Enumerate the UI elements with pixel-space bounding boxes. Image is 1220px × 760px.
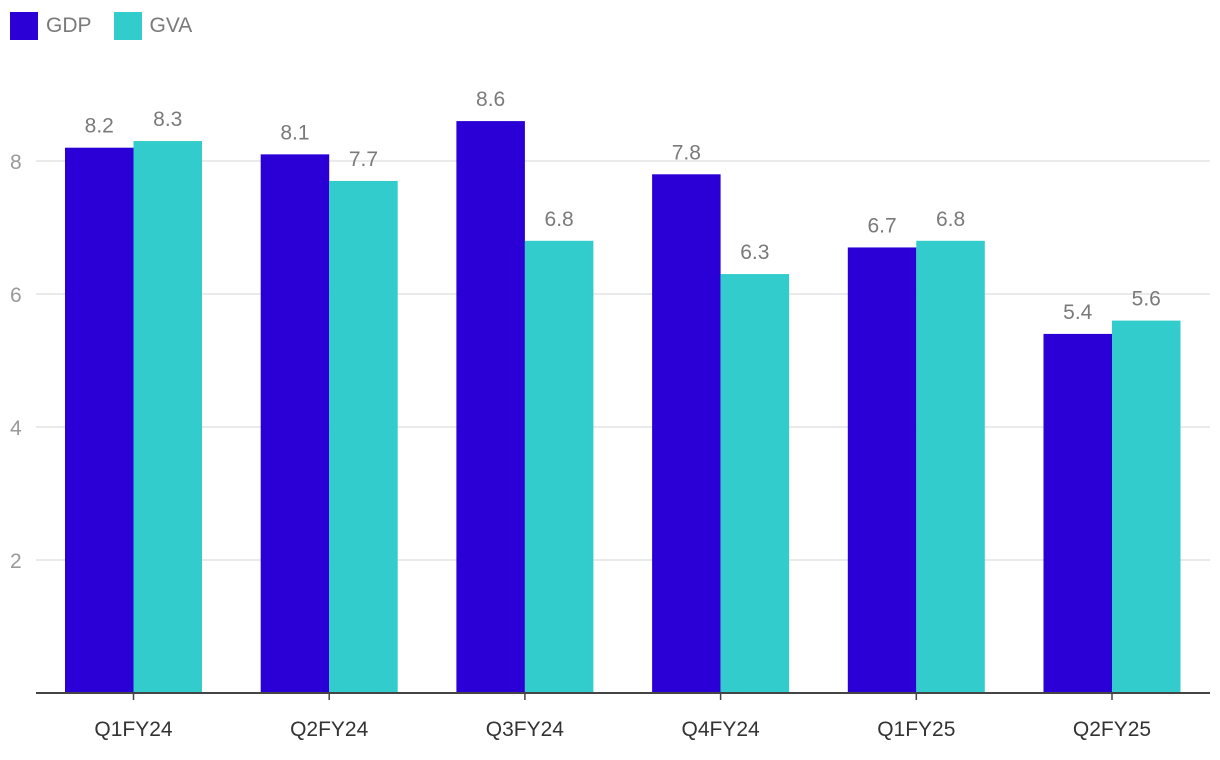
- x-tick-label-Q3FY24: Q3FY24: [486, 718, 565, 741]
- x-tick-label-Q4FY24: Q4FY24: [681, 718, 760, 741]
- legend-swatch-gdp: [10, 12, 38, 40]
- y-tick-label-2: 2: [10, 550, 22, 573]
- data-label-gdp-Q4FY24: 7.8: [672, 141, 701, 164]
- bar-gdp-Q2FY25: [1043, 333, 1112, 693]
- bar-gva-Q1FY25: [916, 240, 985, 694]
- bar-gva-Q3FY24: [524, 240, 594, 694]
- bars: [65, 121, 1181, 694]
- legend-item-gdp: GDP: [10, 12, 92, 40]
- bar-gdp-Q1FY25: [847, 247, 917, 693]
- legend-item-gva: GVA: [113, 12, 193, 40]
- y-tick-label-8: 8: [10, 151, 22, 174]
- legend-label-gva: GVA: [149, 14, 193, 37]
- bar-gva-Q2FY24: [329, 180, 398, 693]
- data-label-gva-Q1FY25: 6.8: [936, 208, 965, 231]
- bar-gva-Q2FY25: [1112, 320, 1181, 693]
- y-axis-tick-labels: 2 4 6 8: [10, 151, 22, 573]
- data-label-gva-Q1FY24: 8.3: [153, 108, 182, 131]
- bar-gdp-Q1FY24: [65, 147, 134, 693]
- legend-swatch-gva: [113, 12, 142, 40]
- data-label-gdp-Q1FY24: 8.2: [85, 115, 114, 138]
- bar-gdp-Q3FY24: [456, 121, 525, 694]
- x-tick-label-Q1FY24: Q1FY24: [94, 718, 173, 741]
- data-label-gva-Q3FY24: 6.8: [545, 208, 574, 231]
- bar-gva-Q1FY24: [133, 141, 202, 694]
- data-label-gdp-Q2FY24: 8.1: [280, 121, 309, 144]
- legend-label-gdp: GDP: [46, 14, 92, 37]
- x-tick-label-Q2FY25: Q2FY25: [1073, 718, 1151, 741]
- gridlines: [36, 160, 1210, 561]
- data-label-gdp-Q2FY25: 5.4: [1063, 301, 1093, 324]
- bar-gdp-Q4FY24: [652, 174, 721, 694]
- data-label-gva-Q4FY24: 6.3: [740, 241, 769, 264]
- data-label-gva-Q2FY24: 7.7: [349, 148, 378, 171]
- data-labels: 8.2 8.3 8.1 7.7 8.6 6.8 7.8 6.3 6.7 6.8 5.4 5.6: [85, 88, 1161, 324]
- x-tick-label-Q2FY24: Q2FY24: [290, 718, 369, 741]
- data-label-gva-Q2FY25: 5.6: [1132, 288, 1161, 311]
- bar-gva-Q4FY24: [720, 274, 790, 693]
- bar-gdp-Q2FY24: [260, 154, 330, 694]
- legend: GDP GVA: [10, 12, 192, 40]
- x-tick-label-Q1FY25: Q1FY25: [877, 718, 955, 741]
- data-label-gdp-Q1FY25: 6.7: [867, 214, 896, 237]
- data-label-gdp-Q3FY24: 8.6: [476, 88, 505, 111]
- y-tick-label-4: 4: [10, 417, 22, 440]
- y-tick-label-6: 6: [10, 284, 22, 307]
- x-axis: Q1FY24 Q2FY24 Q3FY24 Q4FY24 Q1FY25 Q2FY25: [36, 692, 1210, 741]
